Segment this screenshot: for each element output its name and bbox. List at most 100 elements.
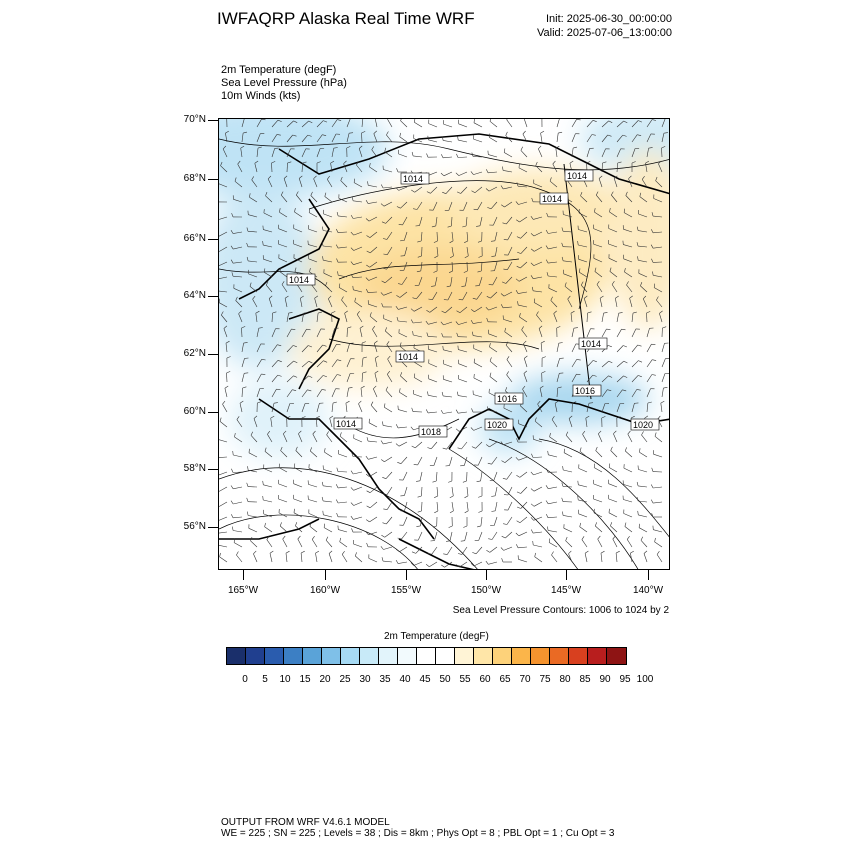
wind-barb — [457, 156, 468, 158]
wind-barb-flag — [411, 189, 415, 193]
wind-barb — [578, 244, 588, 248]
wind-barb-flag — [252, 295, 256, 300]
wind-barb-flag — [380, 292, 384, 296]
wind-barb-flag — [646, 311, 651, 314]
wind-barb — [520, 150, 528, 158]
wind-barb-flag — [618, 312, 623, 314]
wind-barb — [473, 335, 483, 338]
wind-barb — [346, 133, 350, 143]
colorbar-label: 15 — [299, 674, 311, 685]
wind-barb-flag — [322, 510, 324, 515]
wind-barb — [593, 228, 603, 233]
wind-barb-flag — [426, 153, 429, 158]
wind-barb-flag — [549, 177, 552, 182]
lat-label: 68°N — [183, 173, 206, 184]
wind-barb — [652, 231, 663, 234]
wind-barb-flag — [292, 134, 297, 137]
wind-barb — [465, 276, 468, 286]
wind-barb — [374, 373, 378, 383]
wind-barb — [286, 313, 289, 323]
wind-barb-flag — [449, 240, 454, 244]
wind-barb-flag — [411, 151, 414, 156]
wind-barb — [417, 531, 423, 541]
wind-barb — [248, 528, 258, 533]
wind-barb — [518, 304, 528, 308]
wind-barb — [594, 271, 603, 278]
wind-barb-flag — [257, 146, 262, 149]
wind-barb — [641, 434, 648, 443]
wind-barb-flag — [230, 245, 234, 250]
wind-barb — [419, 471, 423, 481]
wind-barb — [314, 298, 318, 308]
wind-barb — [312, 433, 318, 443]
wind-barb-flag — [531, 453, 534, 458]
wind-barb — [443, 171, 453, 177]
lat-tick — [208, 354, 218, 355]
wind-barb — [387, 374, 393, 383]
wind-barb — [586, 120, 594, 128]
wind-barb — [586, 374, 594, 383]
wind-barb-flag — [658, 160, 662, 164]
wind-barb-flag — [515, 290, 519, 294]
wind-barb-flag — [515, 278, 520, 282]
wind-barb — [331, 359, 338, 368]
wind-barb-flag — [336, 467, 339, 472]
wind-barb-flag — [611, 281, 615, 285]
wind-barb-flag — [446, 285, 451, 288]
wind-barb — [474, 306, 483, 313]
wind-barb — [369, 516, 378, 523]
wind-barb — [263, 229, 273, 233]
wind-barb — [583, 298, 588, 308]
wind-barb — [643, 553, 648, 563]
wind-barb-flag — [637, 375, 642, 378]
wind-barb — [355, 555, 363, 563]
wind-barb — [315, 553, 318, 563]
wind-barb-flag — [501, 281, 506, 284]
wind-barb — [631, 134, 638, 143]
wind-barb — [466, 246, 469, 256]
wind-barb — [432, 201, 438, 211]
colorbar-swatch — [550, 648, 569, 664]
wind-barb-flag — [476, 480, 481, 482]
wind-barb-flag — [503, 239, 508, 241]
wind-barb — [327, 179, 333, 188]
wind-barb-flag — [302, 161, 307, 164]
wind-barb-flag — [381, 459, 385, 463]
wind-barb-flag — [262, 241, 264, 246]
wind-barb-flag — [327, 175, 330, 180]
wind-barb-flag — [365, 531, 369, 535]
wind-barb-flag — [353, 178, 355, 183]
wind-barb — [385, 471, 393, 479]
wind-barb-flag — [602, 161, 607, 164]
wind-barb — [278, 258, 288, 263]
wind-barb — [459, 306, 468, 313]
wind-barb — [458, 411, 468, 414]
wind-barb-flag — [522, 130, 526, 135]
wind-barb — [556, 133, 559, 143]
wind-barb — [466, 501, 469, 511]
wind-barb — [631, 148, 636, 158]
wind-barb — [236, 419, 243, 428]
wind-barb — [586, 148, 590, 158]
wind-barb-flag — [328, 550, 333, 554]
wind-barb-flag — [592, 374, 597, 377]
wind-barb — [353, 516, 363, 520]
wind-barb-flag — [247, 466, 249, 471]
wind-barb — [507, 486, 513, 496]
wind-barb — [234, 436, 243, 443]
wind-barb-flag — [294, 208, 296, 213]
wind-barb-flag — [278, 463, 280, 468]
colorbar-swatch — [531, 648, 550, 664]
wind-barb-flag — [449, 510, 454, 514]
wind-barb — [563, 273, 573, 278]
wind-barb-flag — [557, 386, 562, 389]
wind-barb — [646, 119, 653, 128]
wind-barb-flag — [365, 200, 369, 204]
wind-barb-flag — [516, 491, 521, 494]
wind-barb — [295, 450, 303, 458]
wind-barb — [353, 182, 363, 188]
wind-barb — [601, 403, 606, 413]
wind-barb-flag — [603, 312, 608, 314]
wind-barb-flag — [561, 482, 564, 487]
wind-barb — [490, 201, 498, 209]
